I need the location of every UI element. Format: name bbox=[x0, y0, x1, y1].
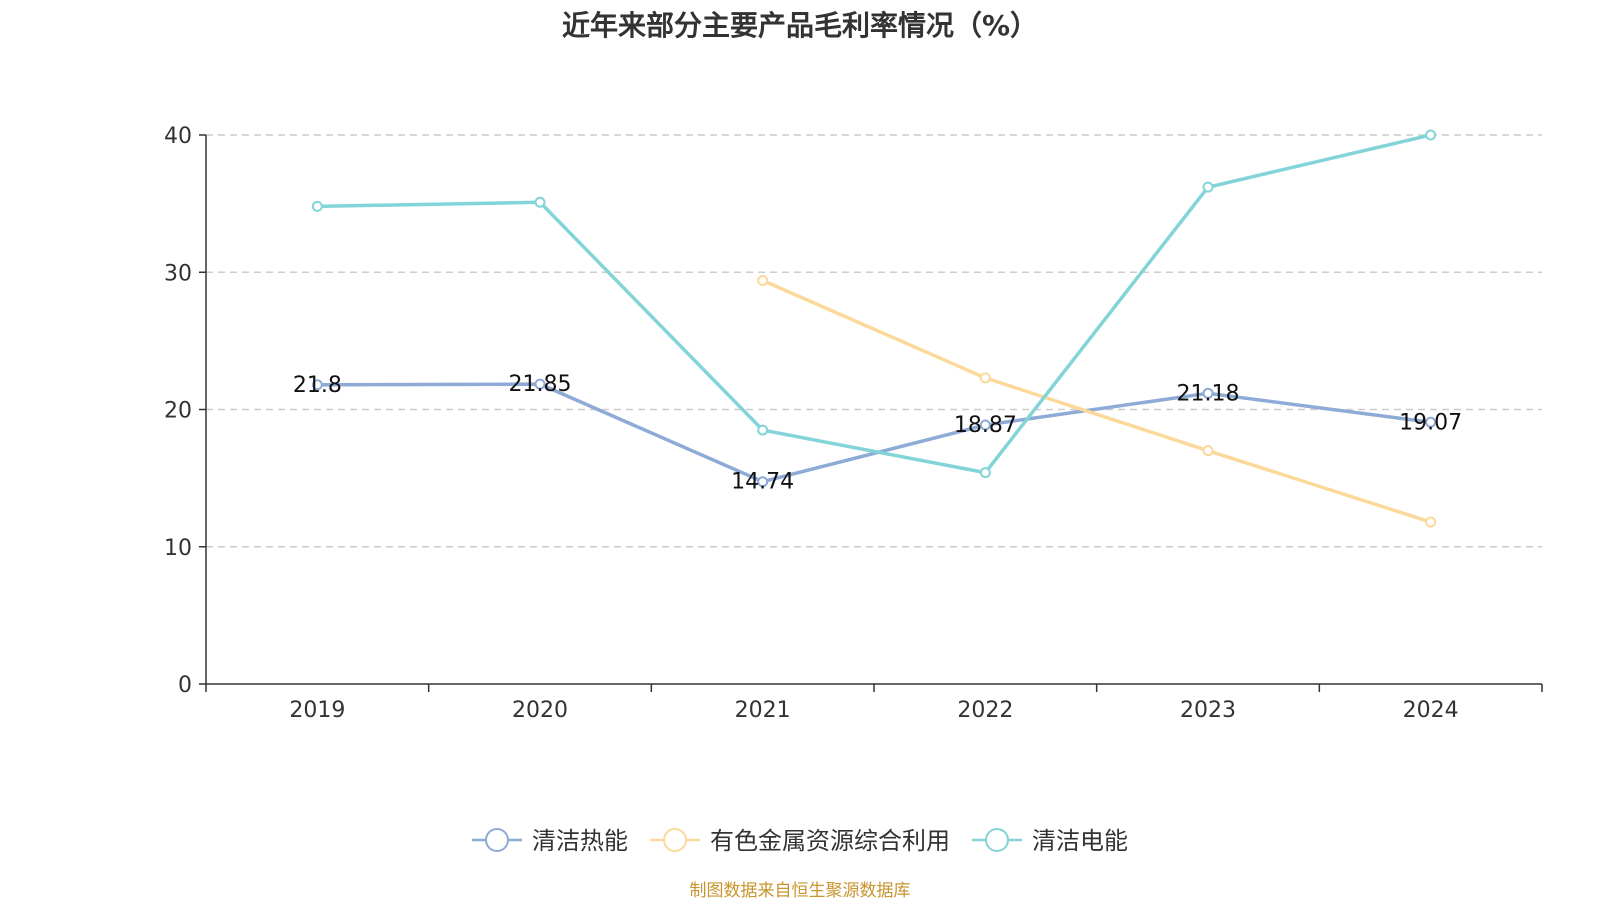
x-tick-label: 2019 bbox=[289, 698, 345, 723]
x-tick-label: 2020 bbox=[512, 698, 568, 723]
data-label: 21.85 bbox=[509, 372, 572, 397]
y-tick-label: 30 bbox=[164, 261, 192, 286]
data-point bbox=[311, 200, 323, 212]
data-label: 21.18 bbox=[1177, 381, 1240, 406]
data-label: 14.74 bbox=[731, 470, 794, 495]
legend-marker-icon bbox=[485, 828, 509, 852]
grid-layer bbox=[206, 134, 1542, 548]
x-tick-label: 2021 bbox=[735, 698, 791, 723]
legend-label: 有色金属资源综合利用 bbox=[710, 827, 950, 855]
series-line bbox=[761, 278, 1432, 524]
data-label-layer: 21.8 21.85 14.74 18.87 21.18 19.07 bbox=[293, 372, 1462, 495]
x-tick-label: 2024 bbox=[1403, 698, 1459, 723]
chart-title: 近年来部分主要产品毛利率情况（%） bbox=[561, 9, 1039, 42]
axis-layer: 0 10 20 30 40 2019 2020 2021 2022 2023 2024 bbox=[164, 124, 1543, 723]
data-point bbox=[534, 196, 546, 208]
data-label: 18.87 bbox=[954, 413, 1017, 438]
y-tick-label: 20 bbox=[164, 399, 192, 424]
data-point bbox=[757, 424, 769, 436]
legend-label: 清洁电能 bbox=[1032, 827, 1128, 855]
data-point bbox=[1202, 445, 1214, 457]
legend: 清洁热能 有色金属资源综合利用 清洁电能 bbox=[472, 827, 1128, 855]
data-point bbox=[1425, 516, 1437, 528]
data-point bbox=[1202, 181, 1214, 193]
data-point bbox=[757, 476, 769, 488]
data-point bbox=[979, 467, 991, 479]
data-point bbox=[757, 274, 769, 286]
y-tick-label: 10 bbox=[164, 536, 192, 561]
series-line bbox=[317, 133, 1432, 475]
data-point bbox=[1425, 416, 1437, 428]
data-label: 21.8 bbox=[293, 373, 342, 398]
series-line bbox=[317, 382, 1431, 484]
legend-marker-icon bbox=[985, 828, 1009, 852]
data-label: 19.07 bbox=[1399, 410, 1462, 435]
data-point bbox=[979, 419, 991, 431]
series-layer bbox=[311, 129, 1437, 528]
x-tick-label: 2023 bbox=[1180, 698, 1236, 723]
source-note: 制图数据来自恒生聚源数据库 bbox=[689, 881, 911, 900]
y-tick-label: 0 bbox=[178, 673, 192, 698]
legend-marker-icon bbox=[663, 828, 687, 852]
legend-label: 清洁热能 bbox=[532, 827, 628, 855]
data-point bbox=[534, 378, 546, 390]
data-point bbox=[311, 379, 323, 391]
data-point bbox=[979, 372, 991, 384]
data-point bbox=[1425, 129, 1437, 141]
y-tick-label: 40 bbox=[164, 124, 192, 149]
data-point bbox=[1202, 387, 1214, 399]
x-tick-label: 2022 bbox=[957, 698, 1013, 723]
